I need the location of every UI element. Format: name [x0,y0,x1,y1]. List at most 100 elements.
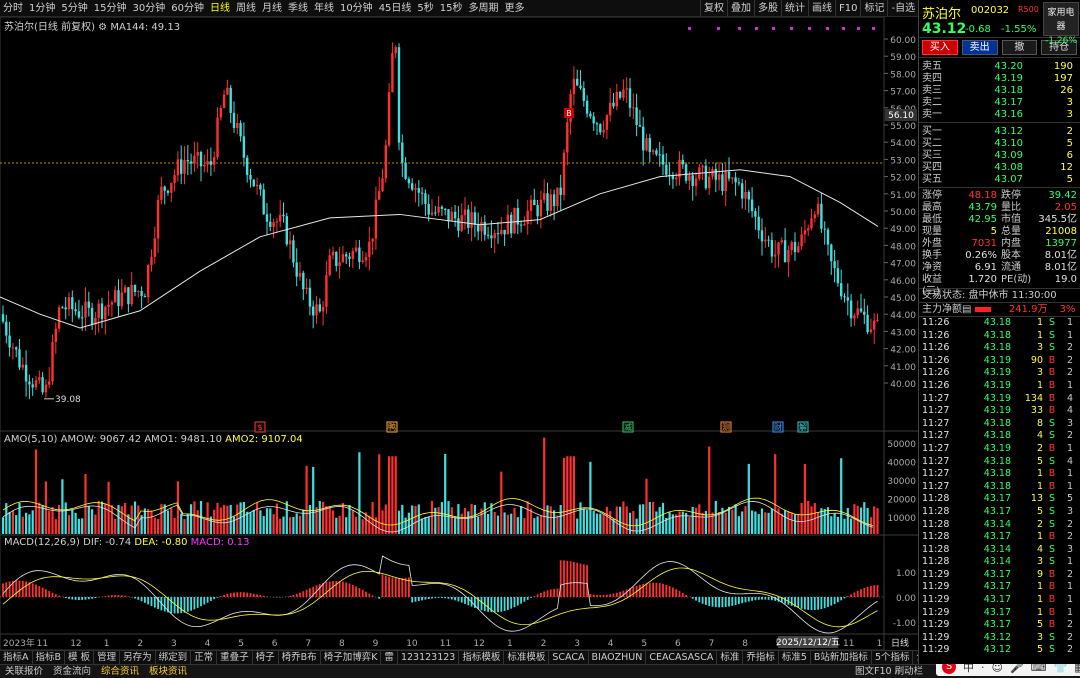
order-book-row[interactable]: 卖四 43.19 197 [919,73,1080,85]
period-tab[interactable]: 5分钟 [61,2,88,14]
period-tab[interactable]: 更多 [504,2,525,14]
event-marker[interactable] [386,421,398,433]
holdings-button[interactable]: 持仓 [1041,40,1077,55]
indicator-tab[interactable]: 乔指标 [743,651,779,664]
status-link[interactable]: 综合资讯 [101,666,140,677]
sell-button[interactable]: 卖出 [961,40,998,55]
event-marker[interactable] [254,421,266,433]
indicator-tab[interactable]: 雷 [381,651,398,664]
period-tab[interactable]: 分时 [3,2,23,14]
industry-box[interactable]: 家用电器 -1.26% [1043,2,1079,46]
indicator-tab[interactable]: 重叠子 [217,651,253,664]
candle-body [661,154,665,165]
main-flow-icon[interactable]: ▤ [962,303,972,315]
indicator-tab[interactable]: 正常 [191,651,218,664]
event-marker[interactable] [797,421,809,433]
status-link[interactable]: 资金流向 [53,666,92,677]
indicator-tab[interactable]: BIAOZHUN [589,651,647,664]
period-tab[interactable]: 10分钟 [339,2,373,14]
event-marker[interactable] [622,421,634,433]
event-marker[interactable] [772,421,784,433]
ime-item-icon[interactable]: ☺ [991,660,1003,674]
period-tab[interactable]: 5秒 [417,2,434,14]
indicator-tab[interactable]: 绑定到 [156,651,192,664]
tick-count: 1 [1066,442,1074,454]
period-tab[interactable]: 季线 [287,2,308,14]
period-tab[interactable]: 45日线 [378,2,412,14]
stat-row: 最高 43.79 量比 2.05 [919,202,1080,214]
order-book-row[interactable]: 卖五 43.20 190 [919,61,1080,73]
chart-tool-button[interactable]: 多股 [755,0,782,16]
macd-bar [728,597,730,607]
indicator-tab[interactable]: 标准5 [779,651,811,664]
period-tab[interactable]: 多周期 [468,2,499,14]
indicator-tab[interactable]: B站新加指标 [811,651,872,664]
period-tab[interactable]: 月线 [261,2,282,14]
period-tab[interactable]: 15秒 [439,2,463,14]
indicator-tab[interactable]: 椅子 [253,651,279,664]
period-tab[interactable]: 周线 [235,2,256,14]
indicator-tab[interactable]: 管理 [94,651,121,664]
ime-item-icon[interactable]: 中 [963,661,974,674]
order-book-row[interactable]: 买三 43.09 6 [919,150,1080,162]
indicator-tab[interactable]: 指标A [0,651,33,664]
amo-bar [549,506,552,534]
status-link[interactable]: 关联报价 [5,666,44,677]
chart-tool-button[interactable]: -自选 [888,0,920,16]
chart-tool-button[interactable]: 叠加 [728,0,755,16]
order-book-row[interactable]: 买五 43.07 5 [919,174,1080,186]
order-book-row[interactable]: 卖一 43.16 3 [919,109,1080,121]
chart-tool-button[interactable]: 画线 [809,0,836,16]
period-corner[interactable]: 日线 [891,637,909,649]
period-tab[interactable]: 30分钟 [132,2,166,14]
chart-tool-button[interactable]: 统计 [782,0,809,16]
indicator-tab[interactable]: 椅子加博弈K [321,651,382,664]
indicator-tab[interactable]: SCACA [549,651,589,664]
chart-tool-button[interactable]: F10 [836,0,862,16]
b-marker[interactable] [564,108,574,118]
amo-bar [529,508,533,534]
indicator-tab[interactable]: 5个指标 [872,651,914,664]
period-tab[interactable]: 日线 [209,2,230,14]
indicator-tab[interactable]: 介绍模版 [913,651,918,664]
status-link[interactable]: 板块资讯 [149,666,188,677]
amo-bar [81,518,84,534]
ime-item-icon[interactable]: · [981,660,985,674]
kline-chart[interactable]: 60.0059.0058.0057.0056.0055.0054.0053.00… [0,17,918,650]
indicator-tab[interactable]: 指标模板 [459,651,505,664]
amo-bar [843,518,846,534]
indicator-tab[interactable]: CEACASASCA [646,651,718,664]
indicator-tab[interactable]: 椅乔B布 [279,651,321,664]
order-book-row[interactable]: 卖二 43.17 3 [919,97,1080,109]
buy-button[interactable]: 买入 [922,40,958,55]
indicator-tab[interactable]: 标准模板 [504,651,550,664]
indicator-tab[interactable]: 模 板 [65,651,95,664]
amo-bar [345,517,348,534]
chart-tool-button[interactable]: 标记 [861,0,889,16]
cancel-order-button[interactable]: 撤 [1001,40,1038,55]
candle-body [533,199,536,206]
macd-bar [358,588,361,597]
chart-settings-icon[interactable]: ⚙ [98,22,111,33]
tick-price: 43.12 [983,644,1011,656]
period-tab[interactable]: 60分钟 [171,2,204,14]
chart-tool-button[interactable]: 复权 [701,0,728,16]
indicator-tab[interactable]: 标准 [717,651,744,664]
ime-item-icon[interactable]: ▦ [1074,660,1080,674]
period-tab[interactable]: 15分钟 [93,2,127,14]
chart-area[interactable]: 60.0059.0058.0057.0056.0055.0054.0053.00… [0,17,918,650]
period-tab[interactable]: 年线 [313,2,334,14]
order-book-row[interactable]: 卖三 43.18 26 [919,85,1080,97]
order-book-row[interactable]: 买四 43.08 12 [919,162,1080,174]
order-book-row[interactable]: 买一 43.12 2 [919,126,1080,138]
amo-bar [572,456,575,534]
status-right-text[interactable]: 图文F10 刷动栏 [855,666,924,677]
indicator-tab[interactable]: 另存为 [120,651,156,664]
event-marker[interactable] [720,421,732,433]
order-book-row[interactable]: 买二 43.10 5 [919,138,1080,150]
period-tab[interactable]: 1分钟 [29,2,56,14]
indicator-tab[interactable]: 123123123 [398,651,460,664]
tick-volume: 90 [1030,354,1043,366]
tick-list[interactable]: 11:26 43.18 1 S 1 11:26 43.18 1 S 1 11:26 43.18 3 S 2 1… [919,317,1080,657]
indicator-tab[interactable]: 指标B [33,651,66,664]
